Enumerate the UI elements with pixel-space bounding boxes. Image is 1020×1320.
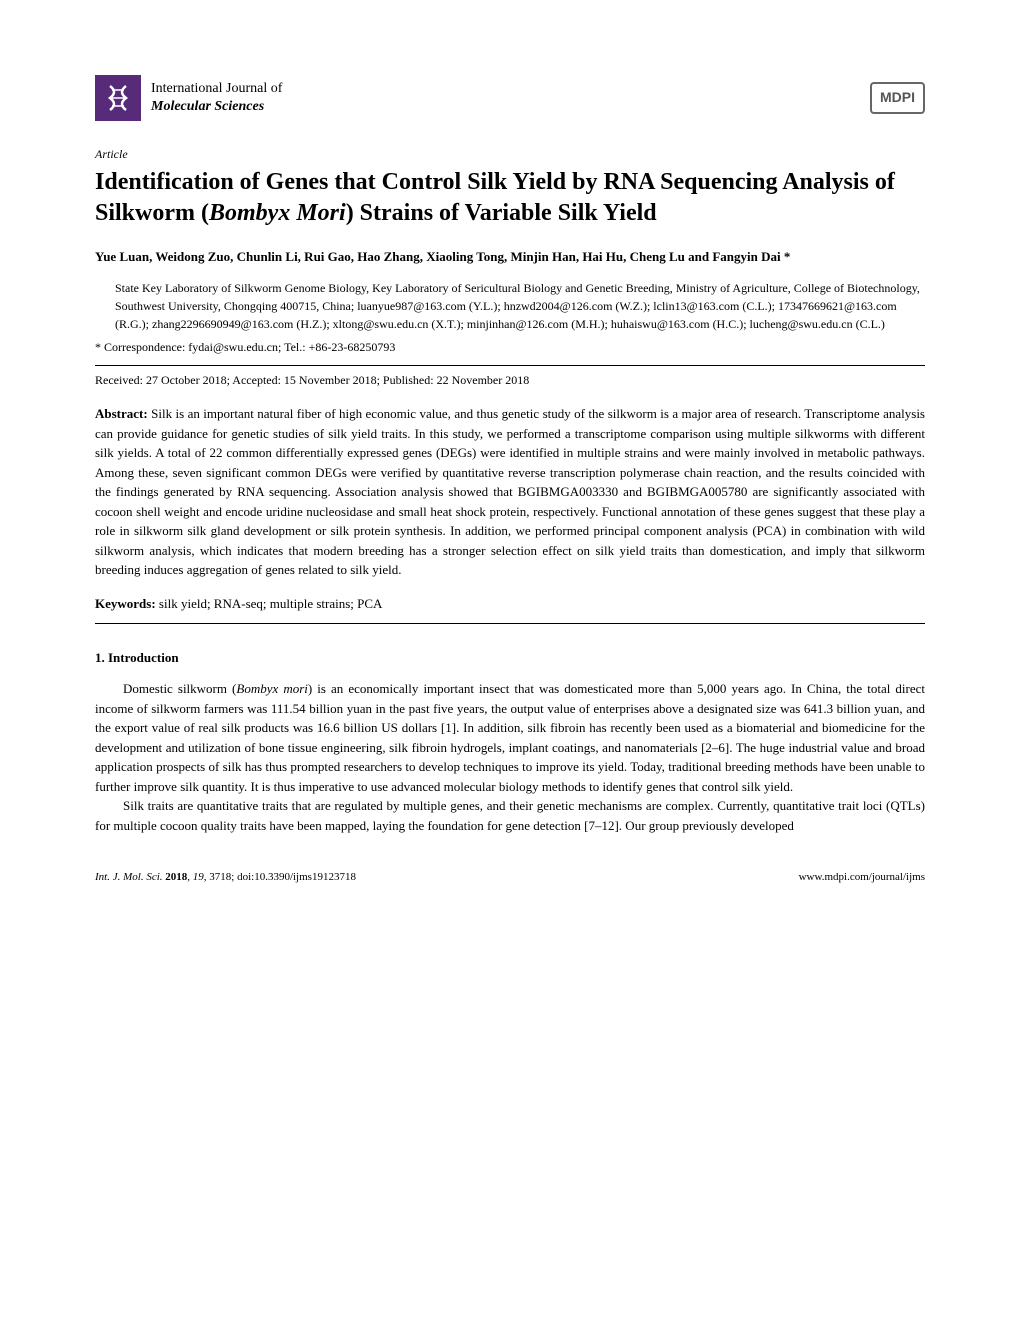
abstract-section: Abstract: Silk is an important natural f… [95,404,925,580]
article-type: Article [95,146,925,163]
footer-citation: Int. J. Mol. Sci. 2018, 19, 3718; doi:10… [95,870,356,885]
abstract-label: Abstract: [95,406,148,421]
citation-doi: doi:10.3390/ijms19123718 [237,871,356,883]
journal-name-top: International Journal of [151,80,282,98]
keywords-text: silk yield; RNA-seq; multiple strains; P… [156,596,383,611]
title-italic: Bombyx Mori [209,200,346,226]
intro-p1-part1: Domestic silkworm ( [123,681,236,696]
page-footer: Int. J. Mol. Sci. 2018, 19, 3718; doi:10… [95,865,925,885]
divider-bottom [95,623,925,624]
header-row: International Journal of Molecular Scien… [95,75,925,121]
publication-dates: Received: 27 October 2018; Accepted: 15 … [95,372,925,389]
citation-year: 2018 [165,871,187,883]
keywords-label: Keywords: [95,596,156,611]
affiliations: State Key Laboratory of Silkworm Genome … [95,279,925,333]
publisher-logo: MDPI [870,82,925,114]
citation-page: 3718 [209,871,231,883]
footer-url: www.mdpi.com/journal/ijms [799,870,925,885]
abstract-text: Silk is an important natural fiber of hi… [95,406,925,577]
intro-p1-part2: ) is an economically important insect th… [95,681,925,794]
journal-name: International Journal of Molecular Scien… [151,80,282,116]
intro-p1-italic: Bombyx mori [236,681,308,696]
divider-top [95,365,925,366]
title-part2: ) Strains of Variable Silk Yield [346,200,657,226]
article-title: Identification of Genes that Control Sil… [95,167,925,229]
intro-paragraph-1: Domestic silkworm (Bombyx mori) is an ec… [95,679,925,796]
citation-journal: Int. J. Mol. Sci. [95,871,163,883]
journal-name-bottom: Molecular Sciences [151,98,282,116]
correspondence: * Correspondence: fydai@swu.edu.cn; Tel.… [95,339,925,356]
keywords-section: Keywords: silk yield; RNA-seq; multiple … [95,595,925,613]
citation-volume: 19 [193,871,204,883]
section-heading-intro: 1. Introduction [95,649,925,667]
journal-logo: International Journal of Molecular Scien… [95,75,282,121]
intro-paragraph-2: Silk traits are quantitative traits that… [95,796,925,835]
authors: Yue Luan, Weidong Zuo, Chunlin Li, Rui G… [95,247,925,267]
journal-logo-icon [95,75,141,121]
